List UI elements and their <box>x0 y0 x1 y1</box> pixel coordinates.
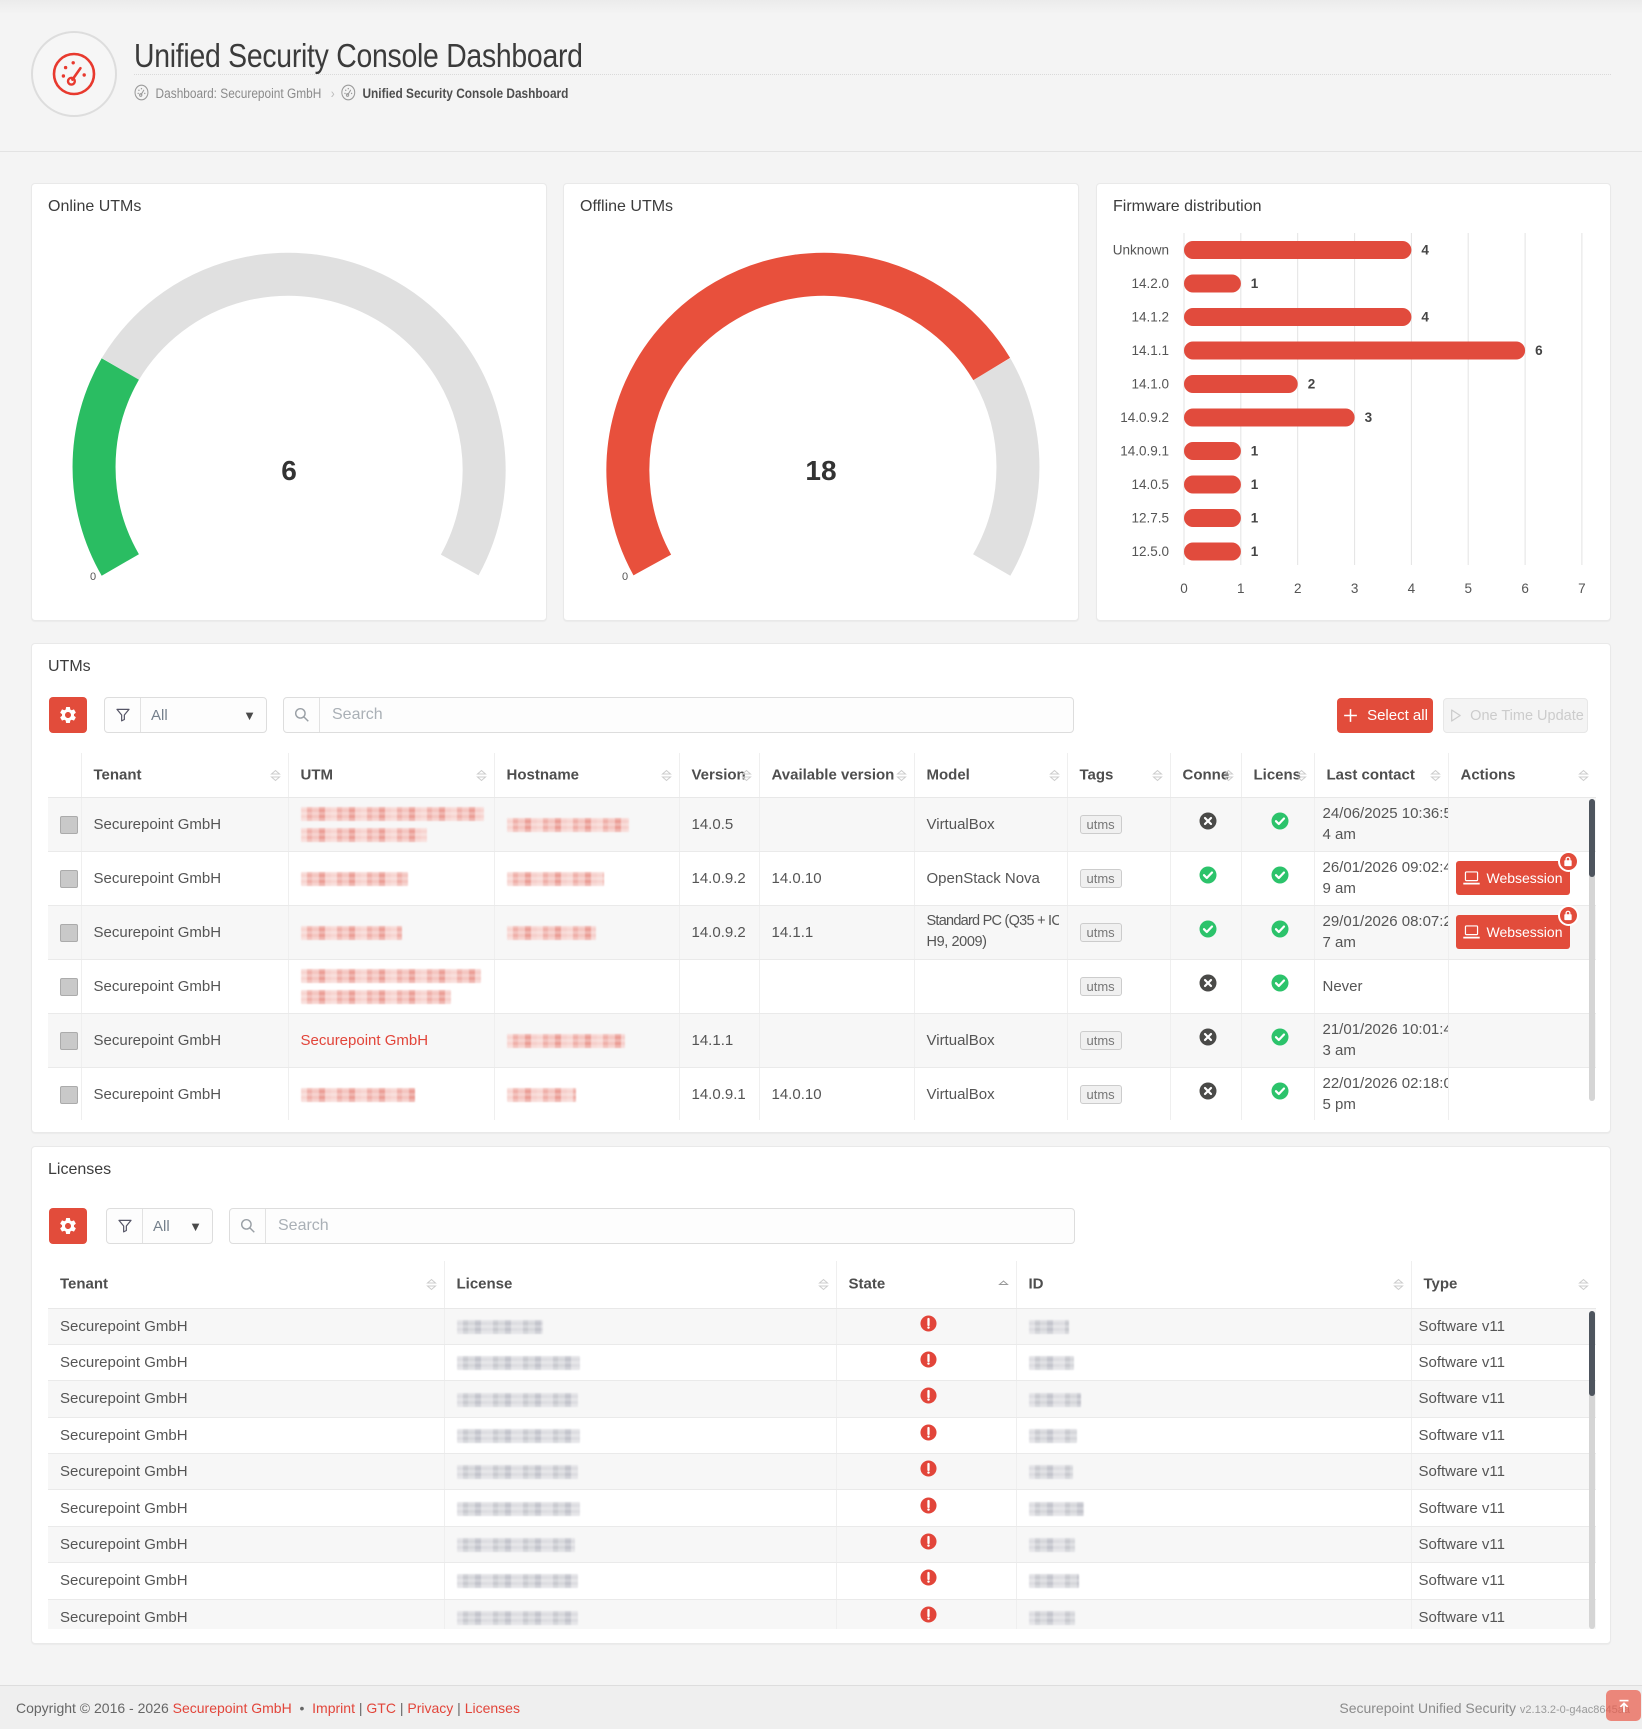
svg-text:3: 3 <box>1351 581 1359 596</box>
svg-text:1: 1 <box>1251 444 1259 459</box>
svg-text:2: 2 <box>1294 581 1302 596</box>
svg-text:7: 7 <box>1578 581 1586 596</box>
svg-text:12.7.5: 12.7.5 <box>1131 511 1169 526</box>
svg-text:3: 3 <box>1365 410 1373 425</box>
svg-text:1: 1 <box>1251 544 1259 559</box>
svg-text:4: 4 <box>1421 243 1429 258</box>
svg-text:12.5.0: 12.5.0 <box>1131 544 1169 559</box>
svg-text:14.1.1: 14.1.1 <box>1131 343 1169 358</box>
svg-text:14.1.0: 14.1.0 <box>1131 377 1169 392</box>
svg-text:4: 4 <box>1408 581 1416 596</box>
svg-text:1: 1 <box>1237 581 1245 596</box>
svg-text:6: 6 <box>1521 581 1529 596</box>
svg-text:1: 1 <box>1251 477 1259 492</box>
svg-text:5: 5 <box>1464 581 1472 596</box>
svg-text:14.0.5: 14.0.5 <box>1131 477 1169 492</box>
svg-text:1: 1 <box>1251 511 1259 526</box>
svg-text:14.1.2: 14.1.2 <box>1131 310 1169 325</box>
svg-text:1: 1 <box>1251 276 1259 291</box>
svg-text:Unknown: Unknown <box>1113 243 1169 258</box>
svg-text:14.0.9.1: 14.0.9.1 <box>1120 444 1169 459</box>
svg-text:0: 0 <box>1180 581 1188 596</box>
svg-text:14.2.0: 14.2.0 <box>1131 276 1169 291</box>
svg-text:6: 6 <box>1535 343 1543 358</box>
svg-text:4: 4 <box>1421 310 1429 325</box>
svg-text:2: 2 <box>1308 377 1316 392</box>
svg-text:14.0.9.2: 14.0.9.2 <box>1120 410 1169 425</box>
